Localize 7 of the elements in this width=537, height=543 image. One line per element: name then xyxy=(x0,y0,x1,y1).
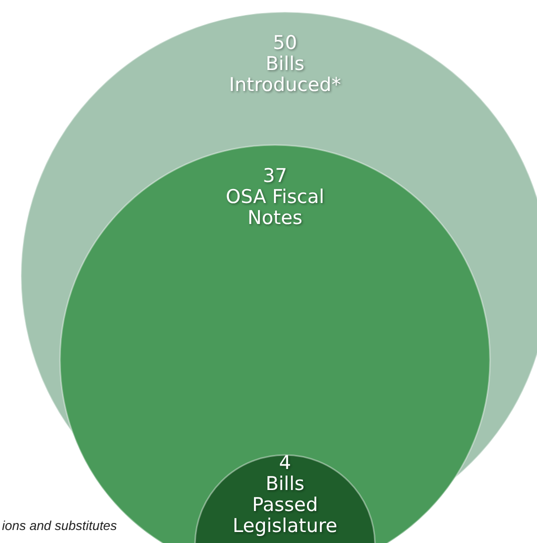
category-label: Bills Introduced* xyxy=(229,53,341,96)
category-label: OSA Fiscal Notes xyxy=(226,186,324,230)
text: ions and substitutes xyxy=(2,518,118,533)
data-label: 4 xyxy=(278,452,292,474)
data-label: 37 xyxy=(262,165,288,188)
category-label: Bills Passed Legislature xyxy=(232,473,338,538)
data-label: 50 xyxy=(272,32,298,54)
